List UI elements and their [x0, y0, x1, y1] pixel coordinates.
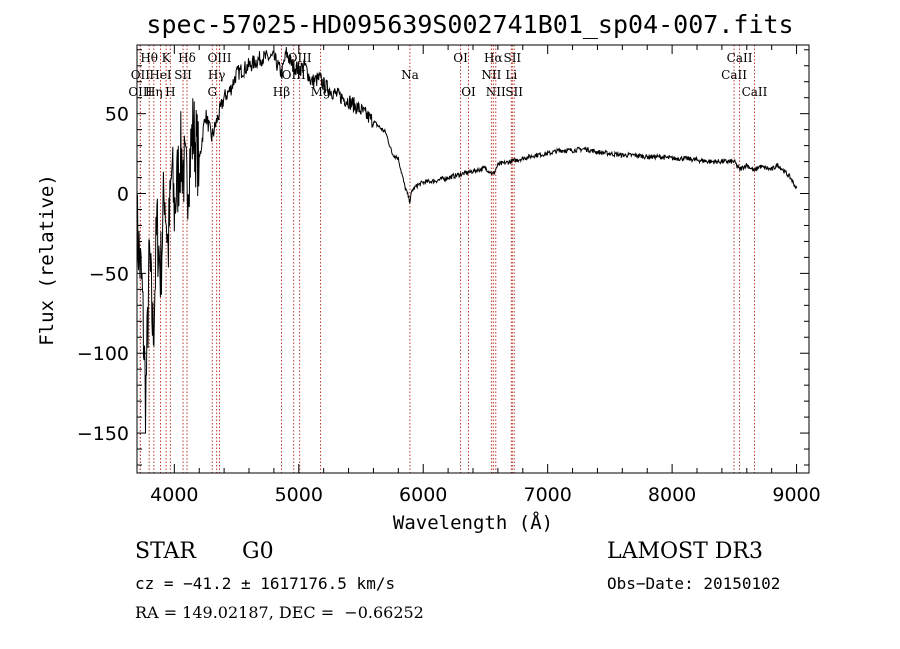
spectrum-series	[136, 46, 798, 433]
spectral-line-label: NII	[481, 68, 501, 82]
spectral-line-label: Hδ	[178, 51, 196, 65]
survey-name: LAMOST DR3	[607, 539, 763, 564]
y-axis-label: Flux (relative)	[36, 174, 58, 346]
x-axis: 4000 5000 6000 7000 8000 9000	[150, 45, 821, 506]
spectral-line-label: CaII	[727, 51, 753, 65]
spectral-line-label: Na	[401, 68, 419, 82]
spectral-line-label: SII	[174, 68, 192, 82]
spectral-line-label: HeI	[149, 68, 172, 82]
spectral-line-label: SII	[505, 85, 523, 99]
redshift-velocity: cz = −41.2 ± 1617176.5 km/s	[135, 574, 396, 593]
observation-date: Obs−Date: 20150102	[607, 574, 781, 593]
spectral-line-label: OI	[453, 51, 468, 65]
x-tick-label: 7000	[523, 484, 571, 506]
x-tick-label: 8000	[648, 484, 696, 506]
spectral-line-label: Hα	[484, 51, 503, 65]
spectral-line-label: CaII	[742, 85, 768, 99]
x-tick-label: 4000	[150, 484, 198, 506]
y-tick-label: −50	[89, 263, 129, 285]
spectral-line-label: OIII	[207, 51, 231, 65]
spectral-line-label: H	[165, 85, 175, 99]
x-axis-label: Wavelength (Å)	[393, 511, 553, 534]
x-tick-label: 5000	[275, 484, 323, 506]
spectral-line-label: G	[207, 85, 217, 99]
y-tick-label: 50	[105, 104, 129, 126]
x-tick-label: 9000	[772, 484, 820, 506]
spectral-line-label: Li	[505, 68, 517, 82]
plot-frame	[136, 44, 810, 474]
y-tick-label: 0	[117, 184, 129, 206]
x-tick-label: 6000	[399, 484, 447, 506]
spectral-line-label: K	[162, 51, 172, 65]
spectral-line-label: OII	[131, 68, 151, 82]
spectral-line-label: Hγ	[208, 68, 226, 82]
spectral-line-label: CaII	[721, 68, 747, 82]
spectral-line-label: Hβ	[273, 85, 290, 99]
spectral-line-label: Hθ	[140, 51, 158, 65]
spectral-line-label: OIII	[128, 85, 152, 99]
chart-title: spec-57025-HD095639S002741B01_sp04-007.f…	[146, 10, 793, 39]
coordinates: RA = 149.02187, DEC = −0.66252	[135, 603, 424, 622]
spectral-line-label: SII	[503, 51, 521, 65]
y-tick-label: −100	[77, 343, 129, 365]
object-subclass: G0	[242, 539, 274, 564]
y-tick-label: −150	[77, 423, 129, 445]
y-axis: −150 −100 −50 0 50	[77, 49, 809, 466]
object-class: STAR	[135, 539, 196, 564]
spectral-line-label: OI	[461, 85, 476, 99]
spectral-line-label: Hη	[145, 85, 163, 99]
spectral-line-markers	[139, 45, 755, 473]
spectral-line-label: NII	[486, 85, 506, 99]
